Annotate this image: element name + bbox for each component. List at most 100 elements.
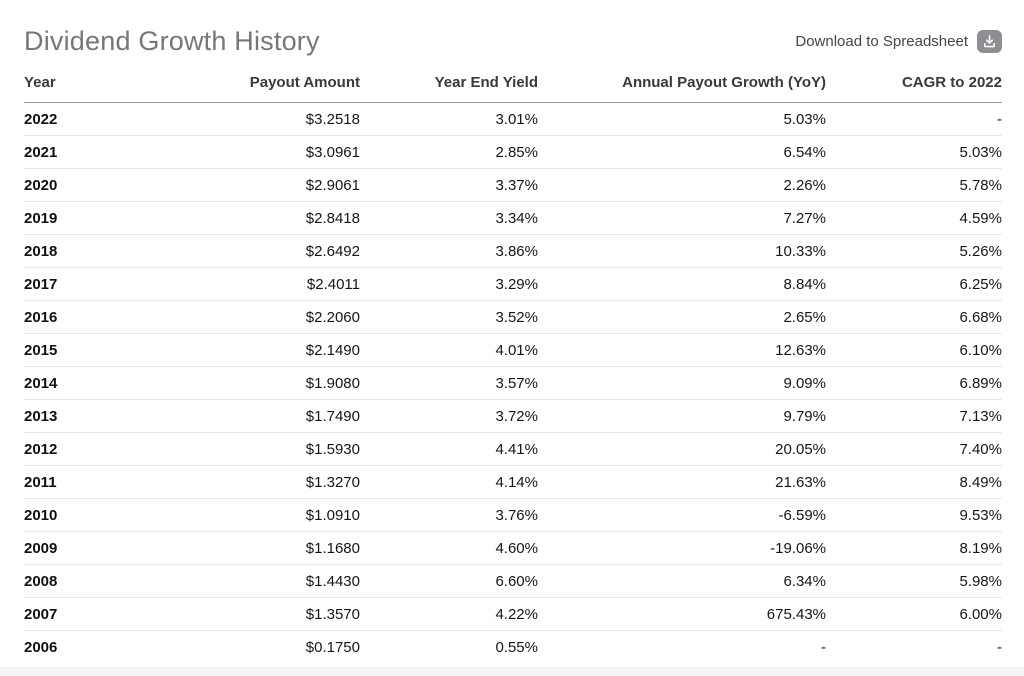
payout-amount-cell: $2.6492 — [144, 234, 360, 268]
cagr-cell: 8.19% — [826, 531, 1002, 565]
year-cell: 2010 — [24, 498, 144, 532]
page-background-strip — [0, 667, 1024, 676]
year-cell: 2016 — [24, 300, 144, 334]
year-end-yield-cell: 3.52% — [360, 300, 538, 334]
table-row: 2022 $3.2518 3.01% 5.03% - — [24, 102, 1002, 136]
download-to-spreadsheet-button[interactable]: Download to Spreadsheet — [795, 30, 1002, 53]
year-end-yield-cell: 3.34% — [360, 201, 538, 235]
dividend-history-table: Year Payout Amount Year End Yield Annual… — [24, 74, 1002, 664]
cagr-cell: 6.10% — [826, 333, 1002, 367]
year-end-yield-cell: 3.37% — [360, 168, 538, 202]
year-cell: 2012 — [24, 432, 144, 466]
payout-growth-cell: 10.33% — [538, 234, 826, 268]
cagr-cell: 6.00% — [826, 597, 1002, 631]
year-cell: 2020 — [24, 168, 144, 202]
year-cell: 2006 — [24, 638, 58, 656]
year-end-yield-cell: 4.41% — [360, 432, 538, 466]
table-header: Year Payout Amount Year End Yield Annual… — [24, 74, 1002, 103]
cagr-cell: 5.03% — [826, 135, 1002, 169]
column-header-payout-amount: Payout Amount — [144, 74, 360, 103]
cagr-cell: 5.98% — [826, 564, 1002, 598]
table-row: 2019 $2.8418 3.34% 7.27% 4.59% — [24, 201, 1002, 235]
payout-growth-cell: 20.05% — [538, 432, 826, 466]
year-end-yield-cell: 3.57% — [360, 366, 538, 400]
table-row: 2015 $2.1490 4.01% 12.63% 6.10% — [24, 333, 1002, 367]
year-cell: 2011 — [24, 465, 144, 499]
cagr-cell: - — [826, 102, 1002, 136]
payout-amount-cell: $3.0961 — [144, 135, 360, 169]
table-body: 2022 $3.2518 3.01% 5.03% -2021 $3.0961 2.85% 6.… — [24, 102, 1002, 664]
payout-growth-cell: 6.54% — [538, 135, 826, 169]
year-end-yield-cell: 0.55% — [495, 638, 538, 656]
year-cell: 2007 — [24, 597, 144, 631]
payout-growth-cell: 675.43% — [538, 597, 826, 631]
payout-amount-cell: $2.9061 — [144, 168, 360, 202]
table-row: 2008 $1.4430 6.60% 6.34% 5.98% — [24, 564, 1002, 598]
year-cell: 2009 — [24, 531, 144, 565]
year-end-yield-cell: 4.01% — [360, 333, 538, 367]
cagr-cell: 7.40% — [826, 432, 1002, 466]
column-header-cagr-to-2022: CAGR to 2022 — [826, 74, 1002, 103]
table-row: 2014 $1.9080 3.57% 9.09% 6.89% — [24, 366, 1002, 400]
table-row: 2012 $1.5930 4.41% 20.05% 7.40% — [24, 432, 1002, 466]
payout-growth-cell: 9.79% — [538, 399, 826, 433]
payout-amount-cell: $0.1750 — [305, 638, 360, 656]
year-end-yield-cell: 4.60% — [360, 531, 538, 565]
payout-growth-cell: 21.63% — [538, 465, 826, 499]
table-row: 2021 $3.0961 2.85% 6.54% 5.03% — [24, 135, 1002, 169]
table-row: 2016 $2.2060 3.52% 2.65% 6.68% — [24, 300, 1002, 334]
cagr-cell: 4.59% — [826, 201, 1002, 235]
payout-growth-cell: 9.09% — [538, 366, 826, 400]
payout-growth-cell: 8.84% — [538, 267, 826, 301]
payout-growth-cell: 7.27% — [538, 201, 826, 235]
year-end-yield-cell: 3.72% — [360, 399, 538, 433]
year-cell: 2018 — [24, 234, 144, 268]
payout-growth-cell: 12.63% — [538, 333, 826, 367]
year-end-yield-cell: 4.22% — [360, 597, 538, 631]
table-row: 2007 $1.3570 4.22% 675.43% 6.00% — [24, 597, 1002, 631]
year-cell: 2022 — [24, 102, 144, 136]
payout-growth-cell: -19.06% — [538, 531, 826, 565]
payout-amount-cell: $1.1680 — [144, 531, 360, 565]
payout-amount-cell: $2.4011 — [144, 267, 360, 301]
year-cell: 2015 — [24, 333, 144, 367]
cagr-cell: - — [997, 638, 1002, 656]
payout-amount-cell: $2.2060 — [144, 300, 360, 334]
payout-amount-cell: $3.2518 — [144, 102, 360, 136]
year-cell: 2017 — [24, 267, 144, 301]
download-to-spreadsheet-label: Download to Spreadsheet — [795, 33, 968, 50]
payout-growth-cell: -6.59% — [538, 498, 826, 532]
payout-growth-cell: 2.65% — [538, 300, 826, 334]
cagr-cell: 9.53% — [826, 498, 1002, 532]
page-title: Dividend Growth History — [24, 26, 320, 56]
column-header-year: Year — [24, 74, 144, 103]
payout-amount-cell: $1.9080 — [144, 366, 360, 400]
payout-amount-cell: $1.3570 — [144, 597, 360, 631]
table-row: 2020 $2.9061 3.37% 2.26% 5.78% — [24, 168, 1002, 202]
year-end-yield-cell: 3.01% — [360, 102, 538, 136]
year-end-yield-cell: 2.85% — [360, 135, 538, 169]
table-row: 2013 $1.7490 3.72% 9.79% 7.13% — [24, 399, 1002, 433]
table-row: 2010 $1.0910 3.76% -6.59% 9.53% — [24, 498, 1002, 532]
year-cell: 2021 — [24, 135, 144, 169]
payout-amount-cell: $1.3270 — [144, 465, 360, 499]
table-row: 2018 $2.6492 3.86% 10.33% 5.26% — [24, 234, 1002, 268]
cagr-cell: 8.49% — [826, 465, 1002, 499]
cagr-cell: 6.89% — [826, 366, 1002, 400]
year-end-yield-cell: 3.29% — [360, 267, 538, 301]
cagr-cell: 7.13% — [826, 399, 1002, 433]
download-icon — [977, 30, 1002, 53]
payout-amount-cell: $2.8418 — [144, 201, 360, 235]
table-row: 2011 $1.3270 4.14% 21.63% 8.49% — [24, 465, 1002, 499]
year-cell: 2019 — [24, 201, 144, 235]
year-end-yield-cell: 6.60% — [360, 564, 538, 598]
payout-growth-cell: 5.03% — [538, 102, 826, 136]
cagr-cell: 6.25% — [826, 267, 1002, 301]
payout-amount-cell: $1.5930 — [144, 432, 360, 466]
year-cell: 2013 — [24, 399, 144, 433]
payout-growth-cell: 2.26% — [538, 168, 826, 202]
payout-amount-cell: $2.1490 — [144, 333, 360, 367]
cagr-cell: 5.26% — [826, 234, 1002, 268]
payout-growth-cell: - — [821, 638, 826, 656]
